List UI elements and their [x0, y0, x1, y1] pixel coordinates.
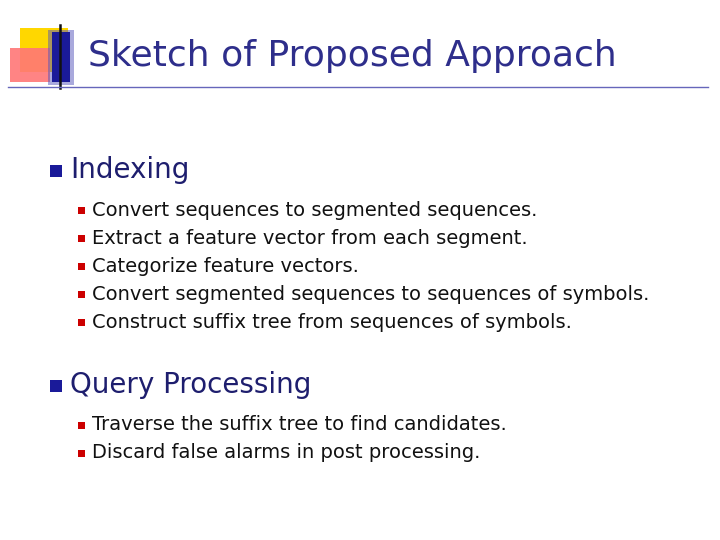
Bar — [78, 263, 85, 270]
Bar — [78, 235, 85, 242]
Bar — [78, 291, 85, 298]
Text: Query Processing: Query Processing — [70, 371, 311, 399]
Text: Convert segmented sequences to sequences of symbols.: Convert segmented sequences to sequences… — [92, 285, 649, 303]
Bar — [20, 28, 68, 72]
Bar — [48, 30, 74, 85]
Bar — [52, 32, 70, 82]
Text: Extract a feature vector from each segment.: Extract a feature vector from each segme… — [92, 228, 528, 247]
Bar — [78, 207, 85, 214]
Bar — [78, 450, 85, 457]
Text: Sketch of Proposed Approach: Sketch of Proposed Approach — [88, 39, 617, 73]
Text: Traverse the suffix tree to find candidates.: Traverse the suffix tree to find candida… — [92, 415, 507, 435]
Bar — [50, 165, 62, 177]
Bar — [50, 380, 62, 392]
Bar — [78, 422, 85, 429]
Text: Indexing: Indexing — [70, 156, 189, 184]
Bar — [78, 319, 85, 326]
Text: Discard false alarms in post processing.: Discard false alarms in post processing. — [92, 443, 480, 462]
Text: Convert sequences to segmented sequences.: Convert sequences to segmented sequences… — [92, 200, 537, 219]
Bar — [10, 48, 50, 82]
Text: Construct suffix tree from sequences of symbols.: Construct suffix tree from sequences of … — [92, 313, 572, 332]
Text: Categorize feature vectors.: Categorize feature vectors. — [92, 256, 359, 275]
